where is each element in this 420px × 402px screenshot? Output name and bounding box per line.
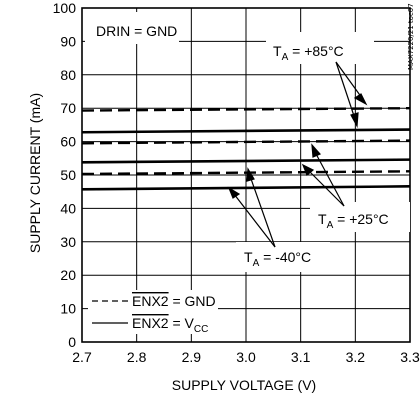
- y-tick-label-10: 100: [53, 0, 77, 16]
- y-tick-label-0: 0: [68, 334, 76, 350]
- arrow-25c-dashed-head: [311, 143, 322, 158]
- y-tick-label-4: 40: [60, 200, 76, 216]
- annotation-minus40c-t: T: [244, 249, 253, 265]
- condition-label: DRIN = GND: [96, 23, 177, 39]
- x-tick-label-0: 2.7: [72, 349, 92, 365]
- svg-text:ENX2 = VCC: ENX2 = VCC: [132, 315, 208, 335]
- legend-dashed-suffix: = GND: [169, 293, 216, 309]
- annotation-minus40c-rest: = -40°C: [259, 249, 311, 265]
- annotation-85c: TA = +85°C: [266, 32, 374, 64]
- svg-text:ENX2 = GND: ENX2 = GND: [132, 293, 216, 309]
- series-line-4: [81, 170, 411, 176]
- y-axis-label: SUPPLY CURRENT (mA): [27, 93, 43, 253]
- series-line-1: [81, 128, 411, 134]
- x-tick-label-6: 3.3: [400, 349, 420, 365]
- legend-solid-suffix: = V: [169, 315, 195, 331]
- annotation-arrows: [227, 61, 368, 248]
- arrow-25c-dashed: [314, 151, 345, 207]
- arrow-85c-dashed-head: [353, 93, 368, 106]
- annotation-25c-rest: = +25°C: [333, 211, 388, 227]
- y-tick-label-1: 10: [60, 301, 76, 317]
- arrow-minus40c-solid-head: [227, 186, 241, 199]
- series-lines: [81, 107, 411, 191]
- y-tick-label-5: 50: [60, 167, 76, 183]
- x-axis-label: SUPPLY VOLTAGE (V): [172, 377, 316, 393]
- x-tick-label-2: 2.9: [182, 349, 202, 365]
- series-line-0: [81, 107, 411, 112]
- svg-text:TA = +85°C: TA = +85°C: [273, 43, 344, 63]
- arrow-85c-dashed: [335, 61, 363, 99]
- annotation-minus40c-sub: A: [253, 258, 260, 269]
- y-tick-label-6: 60: [60, 134, 76, 150]
- annotation-25c-t: T: [318, 211, 327, 227]
- annotation-25c: TA = +25°C: [310, 202, 410, 232]
- arrow-minus40c-dashed: [249, 175, 276, 248]
- x-tick-label-5: 3.2: [346, 349, 366, 365]
- x-tick-label-3: 3.0: [236, 349, 256, 365]
- arrow-85c-solid: [335, 61, 356, 120]
- series-line-2: [81, 139, 411, 145]
- legend-solid-prefix: ENX2: [132, 315, 169, 331]
- condition-box: DRIN = GND: [85, 12, 179, 44]
- annotation-minus40c: TA = -40°C: [236, 242, 330, 272]
- tick-labels: 2.7 2.8 2.9 3.0 3.1 3.2 3.3 0 10 20 30 40 50 60 70 80 90…: [53, 0, 420, 365]
- annotation-85c-sub: A: [282, 52, 289, 63]
- annotation-25c-sub: A: [327, 220, 334, 231]
- chart-code: MAX7220/21 toc07: [407, 3, 415, 70]
- y-tick-label-9: 90: [60, 33, 76, 49]
- annotation-85c-t: T: [273, 43, 282, 59]
- x-tick-label-4: 3.1: [291, 349, 311, 365]
- series-line-3: [81, 158, 411, 164]
- y-tick-label-3: 30: [60, 234, 76, 250]
- legend-solid-sub: CC: [194, 324, 208, 335]
- plot-frame: [81, 7, 411, 343]
- arrow-minus40c-solid: [233, 193, 276, 248]
- y-tick-label-2: 20: [60, 267, 76, 283]
- arrow-25c-solid-head: [301, 163, 315, 176]
- series-line-5: [81, 185, 411, 191]
- x-tick-label-1: 2.8: [127, 349, 147, 365]
- legend-dashed-prefix: ENX2: [132, 293, 169, 309]
- arrow-25c-solid: [307, 169, 345, 207]
- y-tick-label-7: 70: [60, 100, 76, 116]
- y-tick-label-8: 80: [60, 67, 76, 83]
- annotation-85c-rest: = +85°C: [288, 43, 343, 59]
- svg-text:TA = -40°C: TA = -40°C: [244, 249, 311, 269]
- arrow-minus40c-dashed-head: [246, 167, 255, 182]
- legend: ENX2 = GND ENX2 = VCC: [88, 290, 218, 335]
- svg-text:TA = +25°C: TA = +25°C: [318, 211, 389, 231]
- arrow-85c-solid-head: [350, 112, 359, 129]
